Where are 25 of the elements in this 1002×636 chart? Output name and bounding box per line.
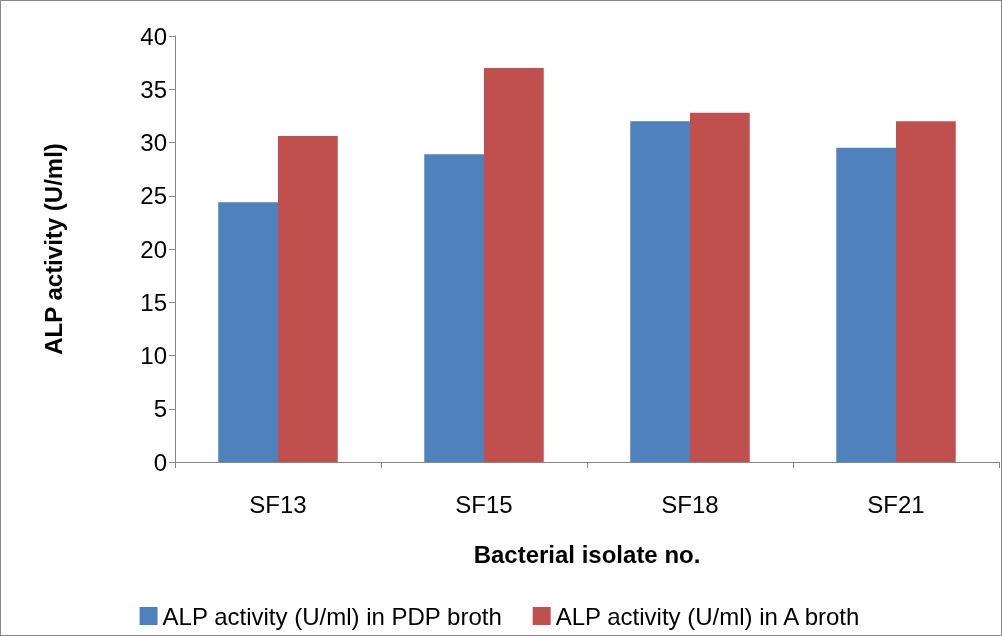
x-tick-label: SF13 [249, 490, 307, 518]
bar [484, 67, 544, 462]
y-tick-label: 20 [140, 235, 167, 263]
x-tick-label: SF18 [661, 490, 719, 518]
y-axis-title: ALP activity (U/ml) [39, 143, 67, 355]
y-tick-label: 25 [140, 182, 167, 210]
y-tick-label: 30 [140, 129, 167, 156]
y-tick-label: 15 [140, 288, 167, 316]
x-tick-label: SF15 [455, 490, 513, 518]
x-axis-title: Bacterial isolate no. [473, 540, 701, 568]
y-tick-label: 0 [153, 448, 167, 476]
legend-label: ALP activity (U/ml) in A broth [555, 602, 860, 630]
legend-label: ALP activity (U/ml) in PDP broth [162, 602, 502, 630]
bar [690, 112, 750, 462]
bar [836, 147, 896, 462]
bar [218, 202, 278, 462]
y-tick-label: 5 [153, 395, 167, 423]
bar [896, 121, 956, 462]
y-tick-label: 35 [140, 75, 167, 103]
bar [630, 121, 690, 462]
y-tick-label: 10 [140, 342, 167, 369]
x-tick-label: SF21 [867, 490, 925, 518]
bar [278, 136, 338, 462]
y-tick-label: 40 [140, 22, 167, 50]
bar [424, 154, 484, 462]
